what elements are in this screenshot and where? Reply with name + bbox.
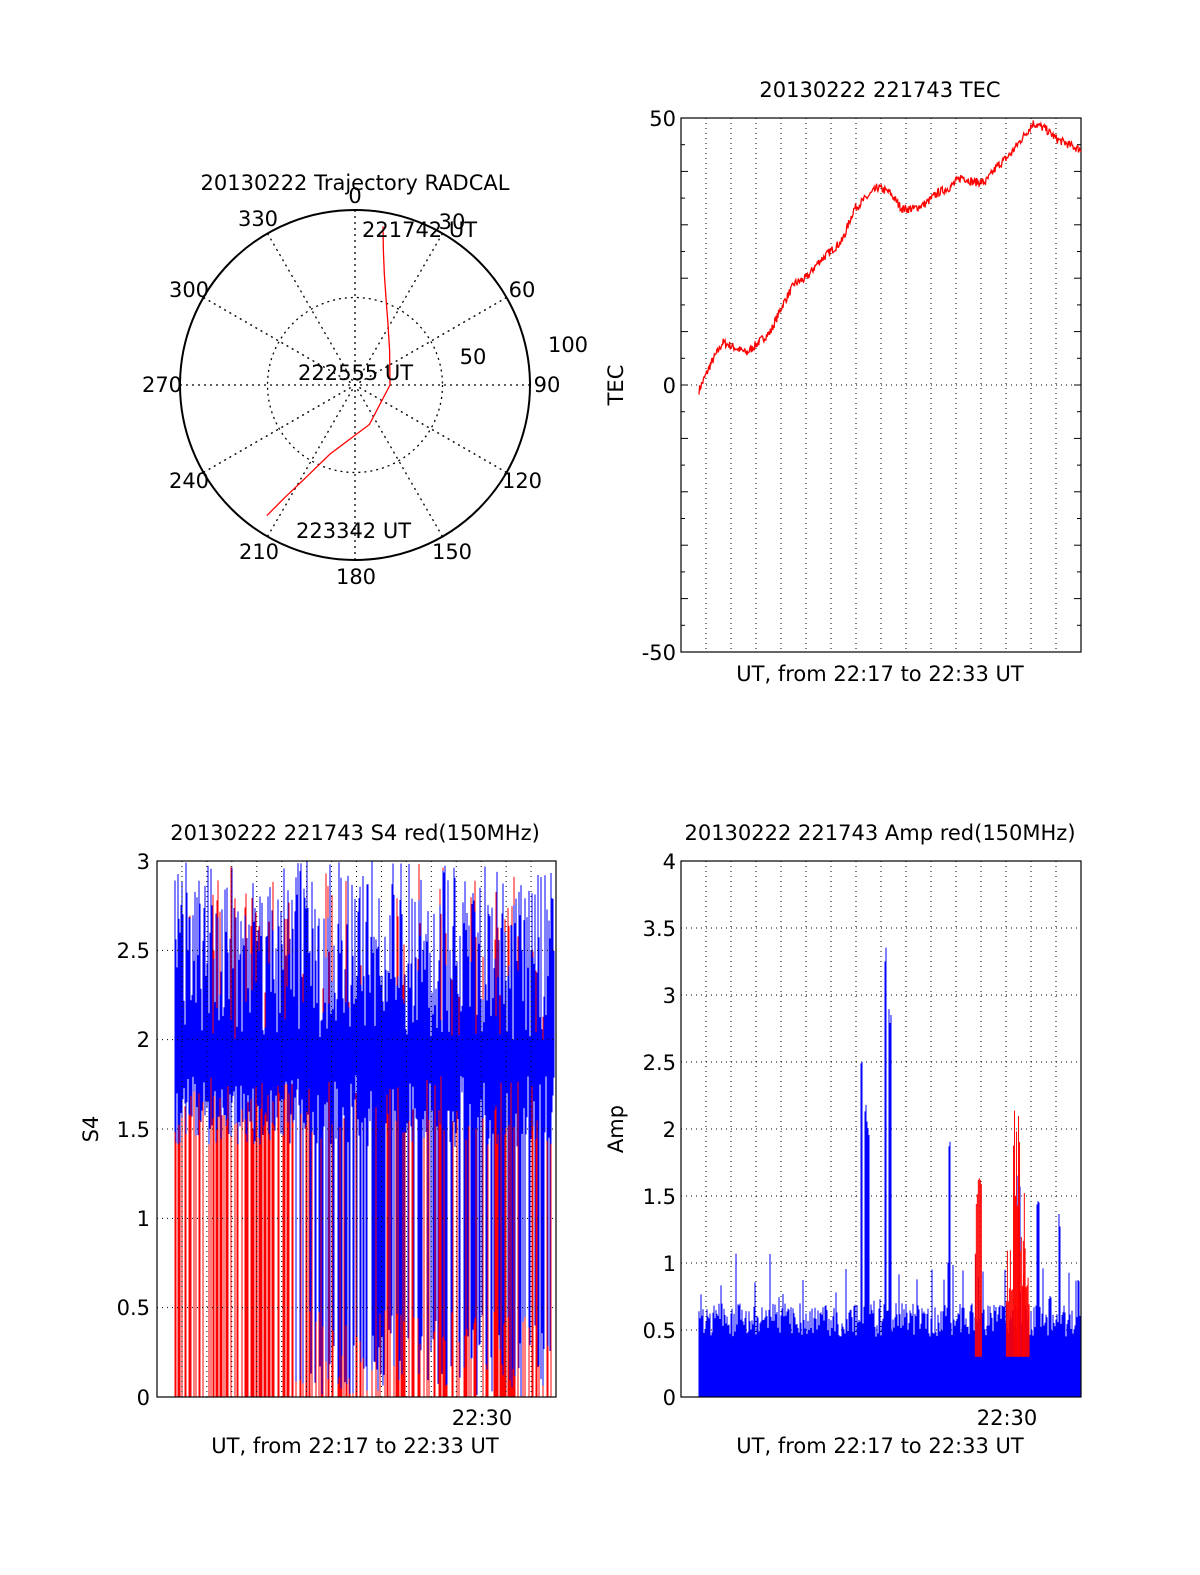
elevation-ring-label-50: 50 xyxy=(460,345,487,369)
s4-xlabel: UT, from 22:17 to 22:33 UT xyxy=(211,1434,499,1458)
amp-series-bars xyxy=(698,947,1081,1397)
s4-ytick-0: 0 xyxy=(137,1386,150,1410)
azimuth-label-150: 150 xyxy=(432,540,472,564)
trajectory-start-label: 221742 UT xyxy=(362,218,477,242)
amp-title: 20130222 221743 Amp red(150MHz) xyxy=(684,821,1075,845)
trajectory-chart: 20130222 Trajectory RADCAL 0 30 60 90 12… xyxy=(142,171,588,589)
tec-ytick-50: 50 xyxy=(649,107,676,131)
azimuth-label-240: 240 xyxy=(169,469,209,493)
azimuth-label-60: 60 xyxy=(509,278,536,302)
tec-title: 20130222 221743 TEC xyxy=(759,78,1000,102)
amp-xlabel: UT, from 22:17 to 22:33 UT xyxy=(736,1434,1024,1458)
amp-ytick-4: 4 xyxy=(663,850,676,874)
amp-ytick-2-5: 2.5 xyxy=(643,1051,676,1075)
trajectory-title: 20130222 Trajectory RADCAL xyxy=(201,171,510,195)
amp-grid xyxy=(681,861,1081,1397)
s4-chart: 20130222 221743 S4 red(150MHz) 3 2.5 2 1… xyxy=(79,821,557,1458)
tec-grid xyxy=(681,117,1082,653)
amp-ytick-3: 3 xyxy=(663,984,676,1008)
amp-xtick-2230: 22:30 xyxy=(977,1406,1038,1430)
tec-ylabel: TEC xyxy=(604,365,628,407)
trajectory-end-label: 223342 UT xyxy=(296,519,411,543)
azimuth-label-300: 300 xyxy=(169,278,209,302)
azimuth-label-210: 210 xyxy=(239,540,279,564)
s4-title: 20130222 221743 S4 red(150MHz) xyxy=(170,821,540,845)
polar-outer-circle xyxy=(179,209,531,561)
amp-ylabel: Amp xyxy=(604,1105,628,1153)
s4-xtick-2230: 22:30 xyxy=(452,1406,513,1430)
trajectory-track xyxy=(266,226,391,517)
polar-spoke-150 xyxy=(266,233,444,537)
s4-ytick-2-5: 2.5 xyxy=(117,939,150,963)
tec-series-line xyxy=(698,120,1082,395)
elevation-ring-label-100: 100 xyxy=(548,333,588,357)
azimuth-label-270: 270 xyxy=(142,373,182,397)
s4-ytick-1-5: 1.5 xyxy=(117,1118,150,1142)
s4-ytick-1: 1 xyxy=(137,1207,150,1231)
tec-xlabel: UT, from 22:17 to 22:33 UT xyxy=(736,662,1024,686)
tec-chart: 20130222 221743 TEC 50 0 -50 TEC UT, fro… xyxy=(604,78,1082,686)
azimuth-label-180: 180 xyxy=(336,565,376,589)
azimuth-label-90: 90 xyxy=(534,373,561,397)
amp-ytick-0: 0 xyxy=(663,1386,676,1410)
tec-plot-frame xyxy=(680,117,1082,653)
amp-ytick-0-5: 0.5 xyxy=(643,1319,676,1343)
azimuth-label-0: 0 xyxy=(348,184,361,208)
azimuth-label-330: 330 xyxy=(238,207,278,231)
amp-plot-frame xyxy=(680,860,1082,1398)
amp-chart: 20130222 221743 Amp red(150MHz) 4 3.5 3 … xyxy=(604,821,1082,1458)
amp-ytick-2: 2 xyxy=(663,1118,676,1142)
polar-grid xyxy=(180,210,530,560)
s4-plot-frame xyxy=(156,860,557,1398)
polar-ring-50 xyxy=(266,296,444,474)
azimuth-label-120: 120 xyxy=(502,469,542,493)
tec-ytick-minus50: -50 xyxy=(642,641,676,665)
amp-ytick-3-5: 3.5 xyxy=(643,917,676,941)
azimuth-label-30: 30 xyxy=(439,210,466,234)
s4-ylabel: S4 xyxy=(79,1116,103,1143)
amp-ytick-1: 1 xyxy=(663,1252,676,1276)
s4-ytick-2: 2 xyxy=(137,1028,150,1052)
s4-ytick-0-5: 0.5 xyxy=(117,1296,150,1320)
trajectory-mid-label: 222555 UT xyxy=(298,361,413,385)
amp-ytick-1-5: 1.5 xyxy=(643,1185,676,1209)
s4-ytick-3: 3 xyxy=(137,850,150,874)
tec-ytick-0: 0 xyxy=(663,374,676,398)
